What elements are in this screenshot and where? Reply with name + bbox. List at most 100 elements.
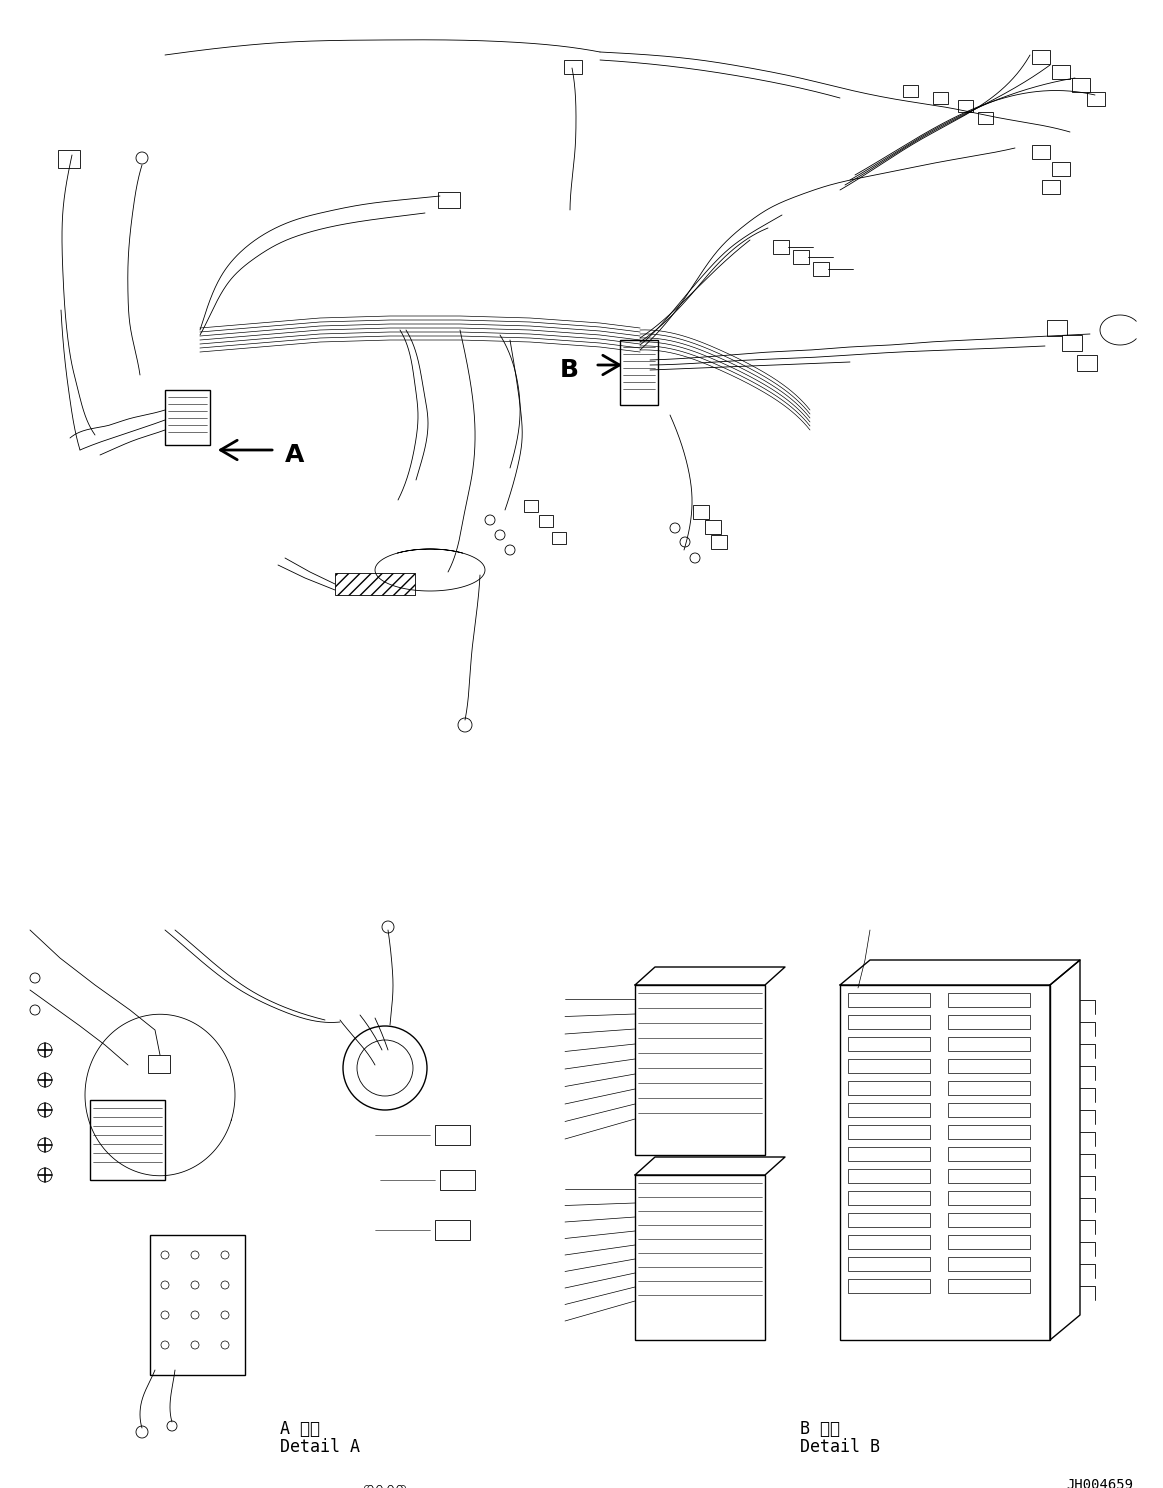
Bar [948,1235,1030,1248]
Circle shape [388,1485,393,1488]
Circle shape [38,1168,52,1181]
Bar [635,1176,765,1341]
Circle shape [160,1311,169,1318]
Bar [948,1059,1030,1073]
Bar [435,1125,470,1144]
Circle shape [364,1485,370,1488]
Circle shape [377,1485,381,1488]
Bar [1053,162,1070,176]
Bar [90,1100,165,1180]
Circle shape [38,1043,52,1056]
Circle shape [495,530,505,540]
Circle shape [400,1485,406,1488]
Circle shape [38,1103,52,1117]
Bar [848,1015,930,1030]
Bar [948,1170,1030,1183]
Bar [165,390,211,445]
Bar [793,250,809,263]
Bar [1087,92,1105,106]
Circle shape [167,1421,177,1431]
Bar [848,1257,930,1271]
Circle shape [221,1341,229,1350]
Text: Detail A: Detail A [280,1437,361,1455]
Circle shape [381,921,394,933]
Circle shape [136,1426,148,1437]
Bar [1032,144,1050,159]
Circle shape [397,1485,402,1488]
Bar [948,1103,1030,1117]
Bar [948,1213,1030,1228]
Bar [948,1257,1030,1271]
Text: Detail B: Detail B [800,1437,880,1455]
Bar [564,60,582,74]
Circle shape [221,1281,229,1289]
Bar [848,1080,930,1095]
Circle shape [191,1281,199,1289]
Circle shape [160,1341,169,1350]
Circle shape [505,545,515,555]
Bar [848,1059,930,1073]
Bar [848,1190,930,1205]
Circle shape [377,1485,381,1488]
Bar [948,1015,1030,1030]
Bar [848,1103,930,1117]
Text: B: B [561,359,579,382]
Bar [620,339,658,405]
Text: A: A [285,443,305,467]
Bar [840,985,1050,1341]
Bar [438,192,461,208]
Bar [635,985,765,1155]
Bar [813,262,829,275]
Bar [848,1125,930,1138]
Text: JH004659: JH004659 [1066,1478,1134,1488]
Circle shape [30,1004,40,1015]
Text: A 詳細: A 詳細 [280,1420,320,1437]
Bar [848,1280,930,1293]
Bar [948,1147,1030,1161]
Bar [435,1220,470,1240]
Circle shape [30,973,40,984]
Bar [705,519,721,534]
Bar [1042,180,1059,193]
Bar [933,92,948,104]
Bar [958,100,973,112]
Circle shape [221,1311,229,1318]
Bar [948,992,1030,1007]
Circle shape [191,1311,199,1318]
Bar [848,1170,930,1183]
Circle shape [136,152,148,164]
Text: B 詳細: B 詳細 [800,1420,840,1437]
Bar [711,536,727,549]
Bar [848,992,930,1007]
Bar [902,85,918,97]
Circle shape [191,1251,199,1259]
Bar [948,1080,1030,1095]
Bar [538,515,552,527]
Bar [848,1235,930,1248]
Bar [948,1037,1030,1051]
Bar [440,1170,475,1190]
Circle shape [343,1027,427,1110]
Circle shape [38,1073,52,1088]
Bar [693,504,709,519]
Circle shape [368,1485,373,1488]
Bar [948,1190,1030,1205]
Bar [848,1147,930,1161]
Bar [848,1037,930,1051]
Circle shape [221,1251,229,1259]
Bar [58,150,80,168]
Bar [148,1055,170,1073]
Bar [335,573,415,595]
Circle shape [670,522,680,533]
Circle shape [680,537,690,548]
Circle shape [38,1138,52,1152]
Circle shape [357,1040,413,1097]
Bar [1062,335,1082,351]
Bar [525,500,538,512]
Bar [1032,51,1050,64]
Bar [948,1125,1030,1138]
Circle shape [690,554,700,562]
Bar [552,533,566,545]
Bar [1047,320,1066,336]
Bar [150,1235,245,1375]
